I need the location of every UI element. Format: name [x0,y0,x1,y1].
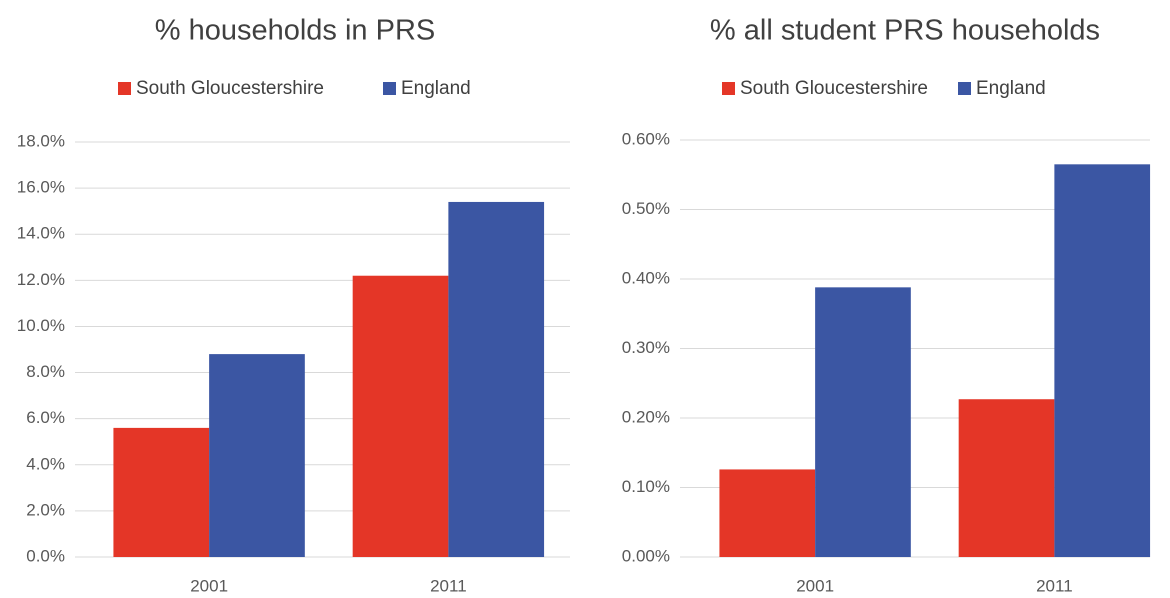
legend-swatch [958,82,971,95]
bar [209,354,305,557]
bar [352,275,449,557]
legend-swatch [118,82,131,95]
bar [958,399,1055,557]
legend-label: South Gloucestershire [740,78,928,99]
y-tick-label: 12.0% [17,270,65,289]
x-tick-label: 2001 [796,576,834,595]
y-tick-label: 0.10% [622,477,670,496]
y-tick-label: 10.0% [17,316,65,335]
legend-label: England [976,78,1046,99]
y-tick-label: 8.0% [26,362,65,381]
y-tick-label: 6.0% [26,408,65,427]
bar [113,427,210,557]
y-tick-label: 4.0% [26,454,65,473]
y-tick-label: 14.0% [17,224,65,243]
bar [1054,164,1151,557]
y-tick-label: 18.0% [17,131,65,150]
x-tick-label: 2001 [190,576,228,595]
y-tick-label: 16.0% [17,178,65,197]
y-tick-label: 0.00% [622,546,670,565]
legend-swatch [722,82,735,95]
chart-title: % households in PRS [155,15,436,47]
y-tick-label: 0.60% [622,129,670,148]
chart-title: % all student PRS households [710,15,1100,47]
y-tick-label: 0.50% [622,199,670,218]
x-tick-label: 2011 [430,576,467,595]
legend-label: England [401,78,471,99]
bar [719,469,816,557]
y-tick-label: 0.20% [622,407,670,426]
legend-label: South Gloucestershire [136,78,324,99]
y-tick-label: 0.30% [622,338,670,357]
y-tick-label: 0.40% [622,268,670,287]
y-tick-label: 2.0% [26,500,65,519]
legend-swatch [383,82,396,95]
y-tick-label: 0.0% [26,546,65,565]
bar [448,201,545,557]
x-tick-label: 2011 [1036,576,1073,595]
bar [815,287,911,557]
